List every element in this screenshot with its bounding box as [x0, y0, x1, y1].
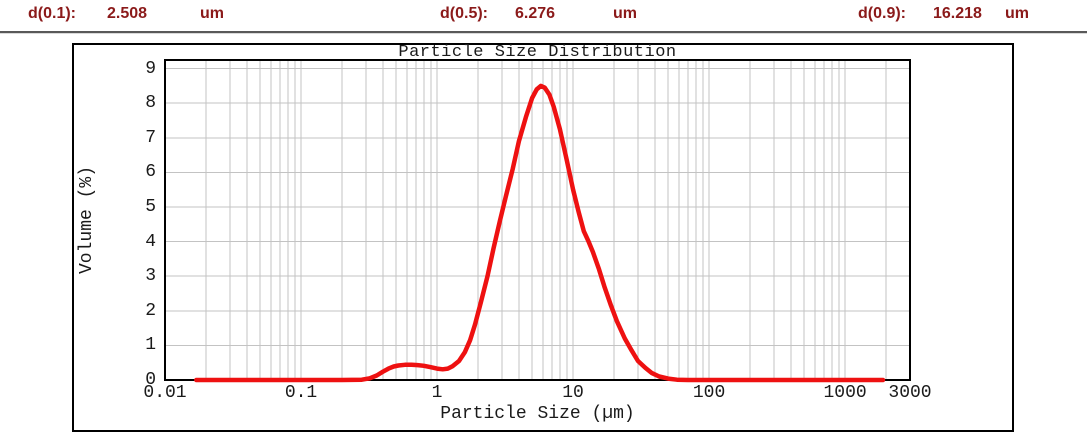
header-separator-rule [0, 31, 1087, 34]
y-tick-labels: 0 1 2 3 4 5 6 7 8 9 [118, 58, 158, 390]
gridlines [165, 60, 910, 380]
chart-title: Particle Size Distribution [398, 43, 677, 62]
x-tick-label: 1000 [823, 383, 867, 403]
y-tick-label: 9 [145, 58, 156, 79]
y-tick-label: 8 [145, 93, 156, 114]
x-axis-label: Particle Size (µm) [440, 404, 635, 424]
x-tick-label: 0.1 [284, 383, 318, 403]
d05-value: 6.276 [515, 5, 556, 22]
d01-unit: um [200, 5, 224, 22]
y-tick-label: 0 [145, 370, 156, 390]
y-tick-label: 2 [145, 300, 156, 321]
y-tick-label: 1 [145, 335, 156, 356]
d05-unit: um [613, 5, 637, 22]
y-axis-label: Volume (%) [77, 165, 97, 275]
x-tick-label: 0.01 [143, 383, 187, 403]
y-tick-label: 6 [145, 162, 156, 183]
y-tick-label: 4 [145, 231, 156, 252]
d05-label: d(0.5): [440, 5, 488, 22]
d01-label: d(0.1): [28, 5, 76, 22]
plot-area [164, 59, 911, 383]
x-tick-labels: 0.01 0.1 1 10 100 1000 3000 [143, 382, 931, 404]
y-tick-label: 3 [145, 266, 156, 287]
x-tick-label: 10 [562, 383, 584, 403]
y-tick-label: 7 [145, 127, 156, 148]
d09-value: 16.218 [933, 5, 982, 22]
plot-border [164, 59, 911, 381]
d09-unit: um [1005, 5, 1029, 22]
x-tick-label: 3000 [888, 383, 932, 403]
d09-label: d(0.9): [858, 5, 906, 22]
distribution-curve [194, 83, 886, 383]
y-tick-label: 5 [145, 197, 156, 218]
d01-value: 2.508 [107, 5, 148, 22]
x-tick-label: 100 [692, 383, 726, 403]
y-axis-label-box: Volume (%) [72, 60, 102, 380]
x-tick-label: 1 [431, 383, 443, 403]
